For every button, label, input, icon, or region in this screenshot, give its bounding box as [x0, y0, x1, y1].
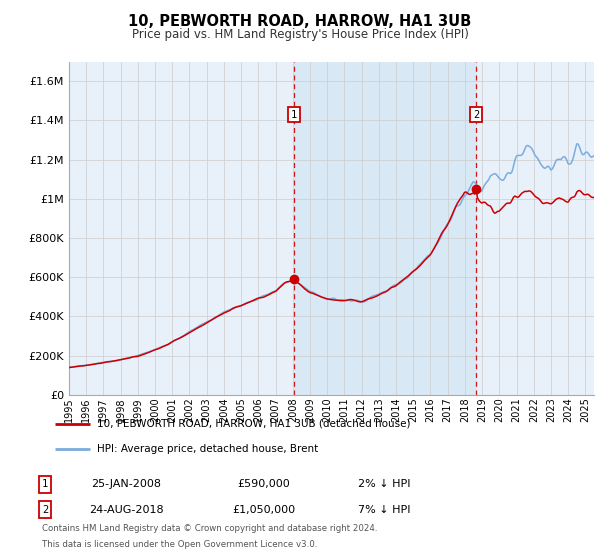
Text: 2% ↓ HPI: 2% ↓ HPI [358, 479, 410, 489]
Text: 25-JAN-2008: 25-JAN-2008 [91, 479, 161, 489]
Bar [294, 62, 476, 395]
Text: 1: 1 [42, 479, 48, 489]
Text: 10, PEBWORTH ROAD, HARROW, HA1 3UB: 10, PEBWORTH ROAD, HARROW, HA1 3UB [128, 14, 472, 29]
Text: 10, PEBWORTH ROAD, HARROW, HA1 3UB (detached house): 10, PEBWORTH ROAD, HARROW, HA1 3UB (deta… [97, 419, 411, 429]
Text: 24-AUG-2018: 24-AUG-2018 [89, 505, 163, 515]
Text: This data is licensed under the Open Government Licence v3.0.: This data is licensed under the Open Gov… [42, 540, 317, 549]
Text: 1: 1 [291, 110, 297, 119]
Text: 7% ↓ HPI: 7% ↓ HPI [358, 505, 410, 515]
Text: £590,000: £590,000 [238, 479, 290, 489]
Text: Price paid vs. HM Land Registry's House Price Index (HPI): Price paid vs. HM Land Registry's House … [131, 28, 469, 41]
Text: HPI: Average price, detached house, Brent: HPI: Average price, detached house, Bren… [97, 444, 319, 454]
Text: Contains HM Land Registry data © Crown copyright and database right 2024.: Contains HM Land Registry data © Crown c… [42, 524, 377, 533]
Text: 2: 2 [42, 505, 48, 515]
Text: 2: 2 [473, 110, 479, 119]
Text: £1,050,000: £1,050,000 [232, 505, 296, 515]
